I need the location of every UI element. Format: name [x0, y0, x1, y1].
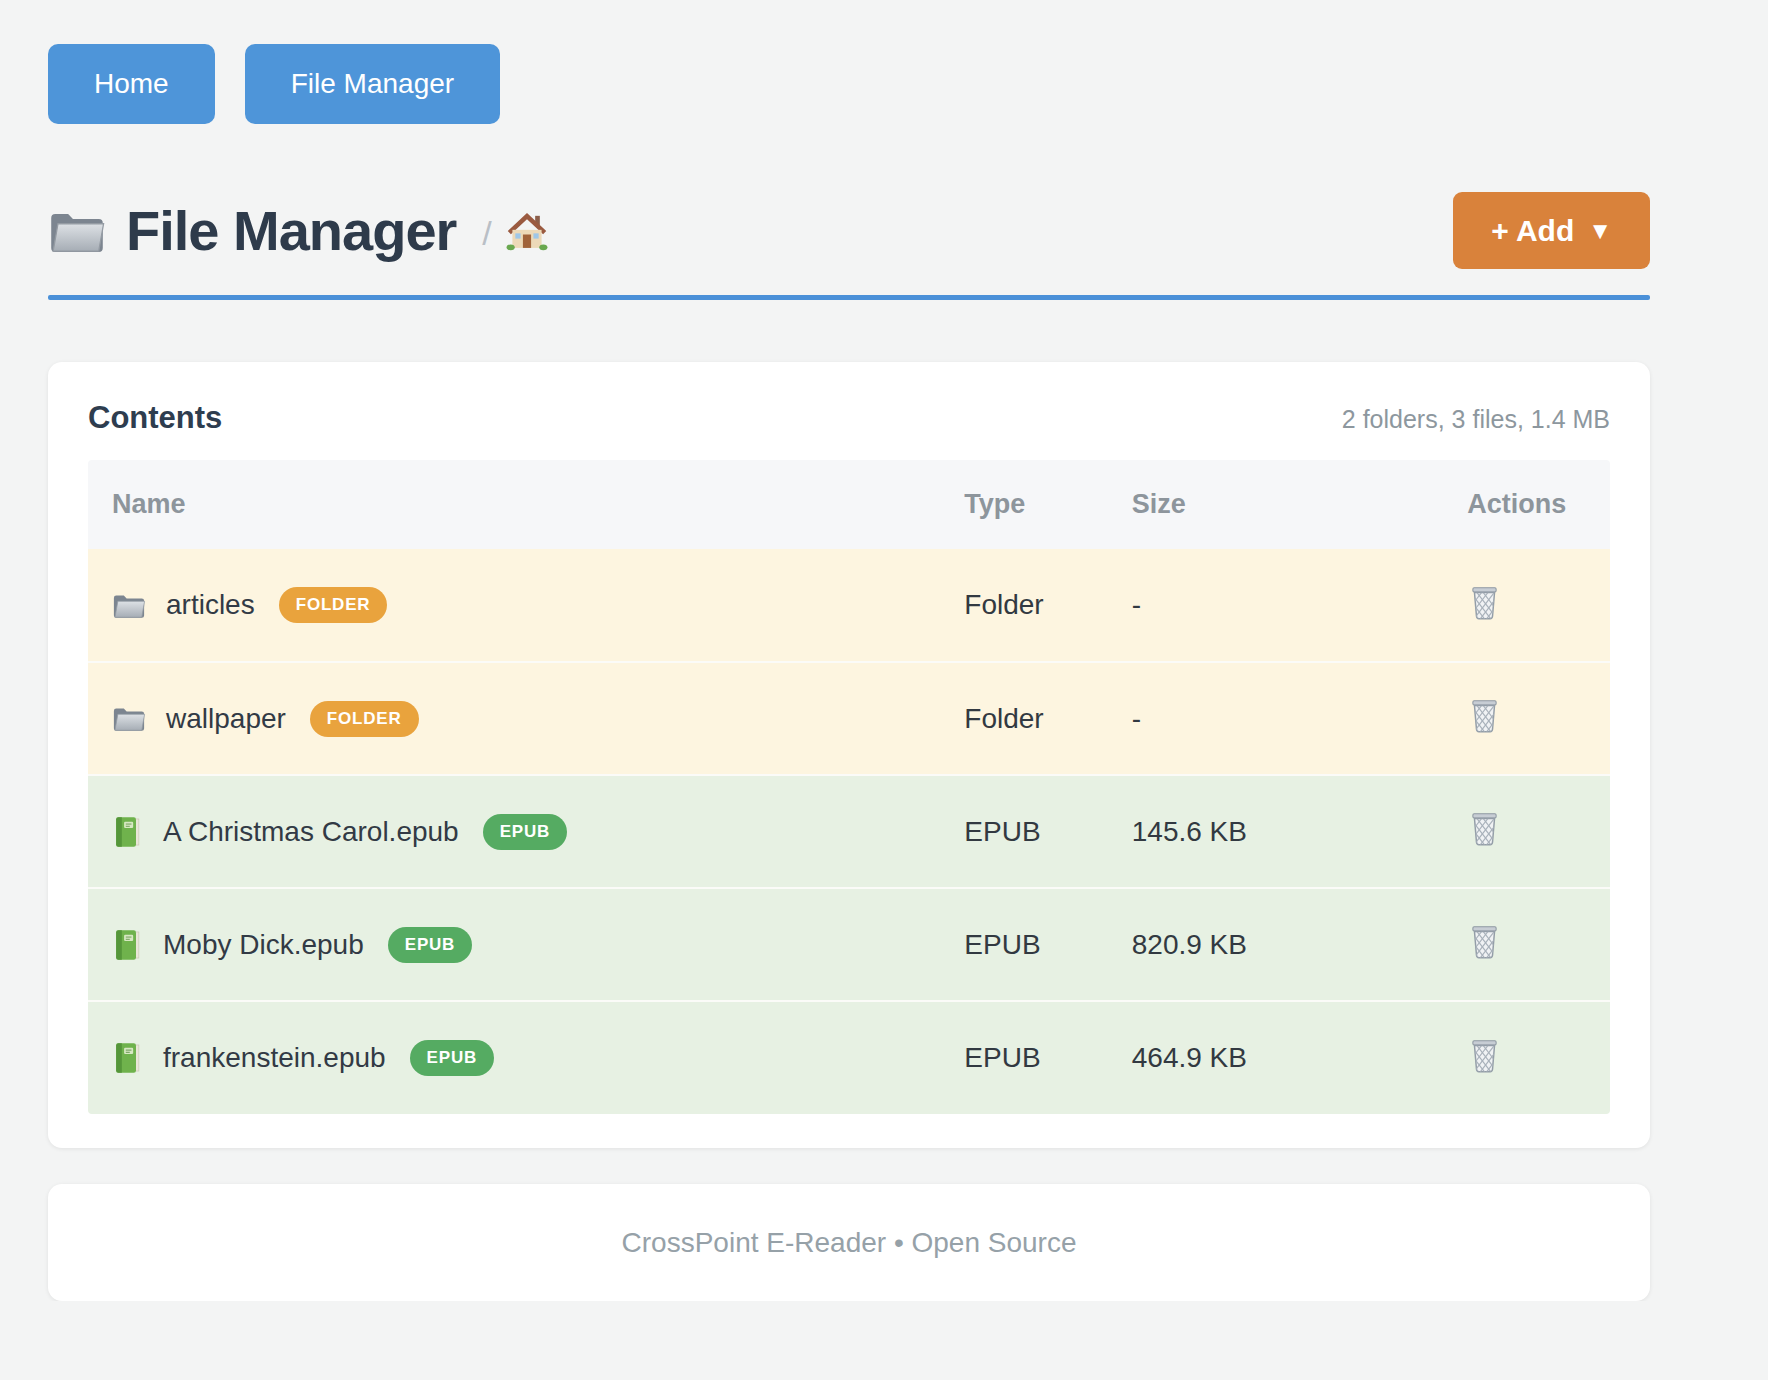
item-type: EPUB — [940, 1001, 1107, 1114]
footer-text: CrossPoint E-Reader • Open Source — [622, 1227, 1077, 1259]
item-name[interactable]: articles — [166, 589, 255, 621]
trash-icon — [1467, 1036, 1502, 1074]
item-type: Folder — [940, 662, 1107, 775]
footer: CrossPoint E-Reader • Open Source — [48, 1184, 1650, 1301]
title-divider — [48, 295, 1650, 300]
breadcrumb-separator: / — [482, 214, 491, 253]
item-type: EPUB — [940, 775, 1107, 888]
table-row: articles FOLDER Folder - — [88, 549, 1610, 662]
home-button[interactable]: Home — [48, 44, 215, 124]
file-manager-button[interactable]: File Manager — [245, 44, 500, 124]
item-size: 820.9 KB — [1108, 888, 1428, 1001]
table-row: frankenstein.epub EPUB EPUB 464.9 KB — [88, 1001, 1610, 1114]
table-row: wallpaper FOLDER Folder - — [88, 662, 1610, 775]
page-title: File Manager — [126, 198, 456, 263]
item-size: 145.6 KB — [1108, 775, 1428, 888]
trash-icon — [1467, 809, 1502, 847]
item-size: - — [1108, 549, 1428, 662]
contents-card: Contents 2 folders, 3 files, 1.4 MB Name… — [48, 362, 1650, 1148]
item-name[interactable]: A Christmas Carol.epub — [163, 816, 459, 848]
book-icon — [112, 815, 143, 849]
table-row: A Christmas Carol.epub EPUB EPUB 145.6 K… — [88, 775, 1610, 888]
contents-header: Contents 2 folders, 3 files, 1.4 MB — [88, 400, 1610, 436]
home-breadcrumb-icon[interactable] — [506, 211, 548, 251]
add-button-label: + Add — [1491, 214, 1574, 248]
item-type: Folder — [940, 549, 1107, 662]
table-header-row: Name Type Size Actions — [88, 460, 1610, 549]
book-icon — [112, 1041, 143, 1075]
epub-badge: EPUB — [388, 927, 472, 963]
item-type: EPUB — [940, 888, 1107, 1001]
file-table: Name Type Size Actions articles FOLDER F — [88, 460, 1610, 1114]
trash-icon — [1467, 922, 1502, 960]
contents-summary: 2 folders, 3 files, 1.4 MB — [1342, 405, 1610, 434]
table-row: Moby Dick.epub EPUB EPUB 820.9 KB — [88, 888, 1610, 1001]
item-name[interactable]: wallpaper — [166, 703, 286, 735]
delete-button[interactable] — [1467, 583, 1502, 621]
top-nav: Home File Manager — [48, 44, 1650, 124]
delete-button[interactable] — [1467, 1036, 1502, 1074]
item-name[interactable]: frankenstein.epub — [163, 1042, 386, 1074]
add-button[interactable]: + Add ▼ — [1453, 192, 1650, 269]
delete-button[interactable] — [1467, 922, 1502, 960]
column-header-type: Type — [940, 460, 1107, 549]
trash-icon — [1467, 696, 1502, 734]
trash-icon — [1467, 583, 1502, 621]
folder-badge: FOLDER — [310, 701, 419, 737]
item-name[interactable]: Moby Dick.epub — [163, 929, 364, 961]
caret-down-icon: ▼ — [1588, 217, 1612, 245]
folder-badge: FOLDER — [279, 587, 388, 623]
folder-icon — [112, 591, 146, 620]
title-row: File Manager / + Add ▼ — [48, 192, 1650, 269]
column-header-size: Size — [1108, 460, 1428, 549]
epub-badge: EPUB — [483, 814, 567, 850]
delete-button[interactable] — [1467, 696, 1502, 734]
book-icon — [112, 928, 143, 962]
folder-icon — [112, 704, 146, 733]
title-group: File Manager / — [48, 198, 548, 263]
column-header-name: Name — [88, 460, 940, 549]
column-header-actions: Actions — [1427, 460, 1610, 549]
delete-button[interactable] — [1467, 809, 1502, 847]
folder-icon — [48, 206, 106, 256]
item-size: - — [1108, 662, 1428, 775]
epub-badge: EPUB — [410, 1040, 494, 1076]
contents-title: Contents — [88, 400, 222, 436]
page: Home File Manager File Manager / — [48, 0, 1650, 1301]
item-size: 464.9 KB — [1108, 1001, 1428, 1114]
